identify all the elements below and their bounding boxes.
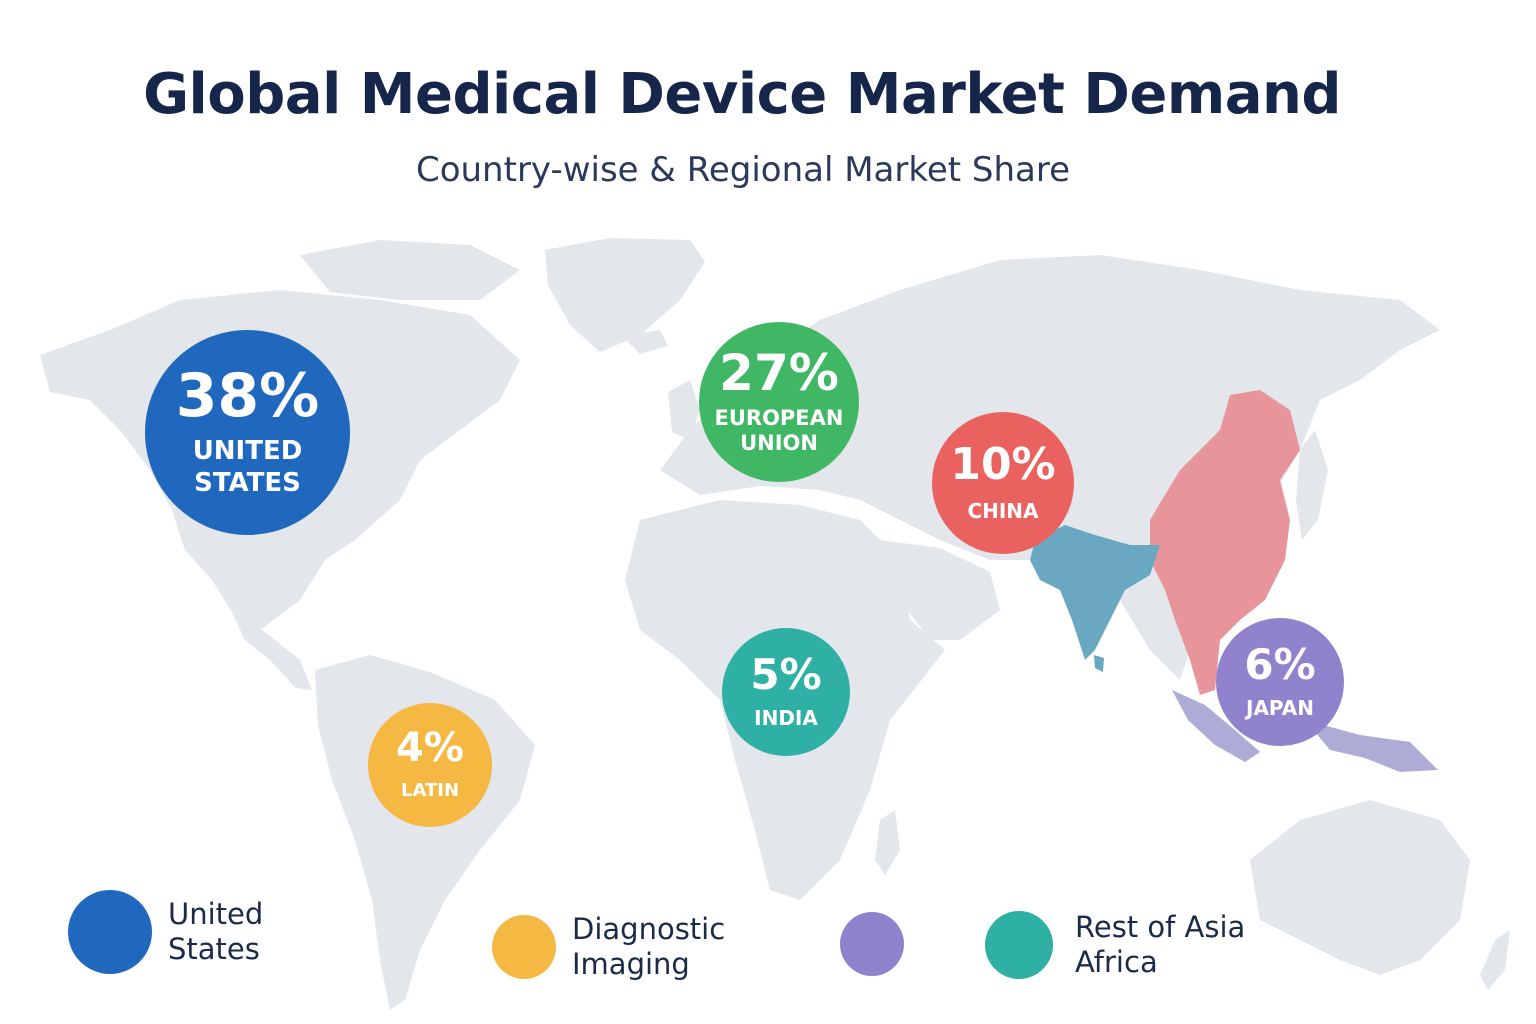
value-label-china: 10% [950,439,1056,490]
category-label-latin: LATIN [400,780,460,802]
region-southeast-asia-highlight [1172,690,1438,772]
land-new-zealand [1480,930,1510,990]
bubble-latin: 4% LATIN [368,703,492,827]
legend-swatch-diagnostic-imaging [492,915,556,980]
legend-swatch-rest-of-asia-africa [985,911,1053,980]
value-label-latin: 4% [396,725,464,772]
bubble-japan: 6% JAPAN [1216,618,1344,746]
bubble-european-union: 27% EUROPEAN UNION [699,322,859,482]
category-label-united-states: UNITED STATES [192,436,303,498]
chart-title: Global Medical Device Market Demand [143,62,1341,127]
region-sri-lanka-highlight [1094,655,1104,672]
land-arctic-islands [300,240,520,300]
value-label-japan: 6% [1244,640,1316,689]
category-label-european-union: EUROPEAN UNION [714,405,844,455]
value-label-india: 5% [750,650,822,699]
bubble-china: 10% CHINA [932,412,1074,554]
category-label-india: INDIA [754,706,818,730]
legend-item-rest-of-asia-africa: Rest of Asia Africa [985,910,1265,981]
bubble-india: 5% INDIA [722,628,850,756]
legend-item-united-states: United States [68,890,358,974]
land-greenland [545,238,705,352]
category-label-japan: JAPAN [1246,696,1314,720]
legend-item-diagnostic-imaging: Diagnostic Imaging [492,912,762,983]
land-central-america [232,612,312,690]
value-label-european-union: 27% [719,343,839,402]
land-australia [1250,800,1470,975]
land-japan [1296,430,1328,540]
land-uk [668,380,700,440]
land-madagascar [875,810,900,875]
region-china-highlight [1150,390,1300,695]
region-india-highlight [1030,525,1160,660]
land-arabia [880,540,1000,640]
legend-swatch-unlabeled [840,912,904,976]
legend-label-united-states: United States [168,896,264,966]
chart-subtitle: Country-wise & Regional Market Share [415,150,1071,190]
legend-label-rest-of-asia-africa: Rest of Asia Africa [1075,910,1246,980]
legend-label-diagnostic-imaging: Diagnostic Imaging [572,912,726,982]
legend-swatch-united-states [68,890,152,974]
bubble-united-states: 38% UNITED STATES [145,330,350,535]
legend-item-unlabeled [840,912,1110,976]
land-iceland [622,330,668,354]
category-label-china: CHINA [967,499,1039,523]
value-label-united-states: 38% [175,361,320,432]
